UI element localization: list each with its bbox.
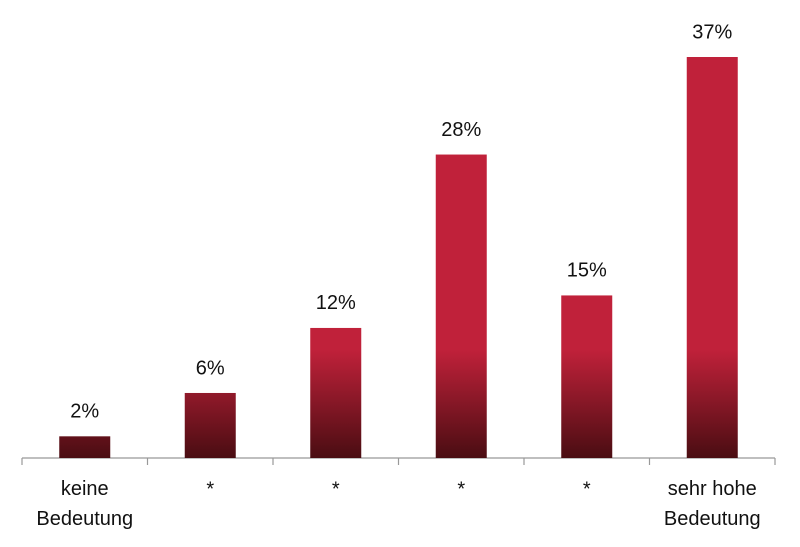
bar xyxy=(561,295,613,458)
value-label: 12% xyxy=(316,292,356,314)
x-tick-label: * xyxy=(206,478,214,500)
x-tick-label: * xyxy=(457,478,465,500)
value-label: 2% xyxy=(70,401,99,423)
x-tick-label: keine Bedeutung xyxy=(36,478,133,530)
value-label: 28% xyxy=(441,119,481,141)
value-label: 37% xyxy=(692,21,732,43)
value-label: 6% xyxy=(196,357,225,379)
x-tick-label: * xyxy=(332,478,340,500)
value-label: 15% xyxy=(567,260,607,282)
bar xyxy=(435,154,487,459)
bar xyxy=(184,392,236,458)
bar xyxy=(59,436,111,458)
x-tick-label: sehr hohe Bedeutung xyxy=(664,478,761,530)
bar xyxy=(686,57,738,458)
bar xyxy=(310,327,362,458)
x-tick-label: * xyxy=(583,478,591,500)
